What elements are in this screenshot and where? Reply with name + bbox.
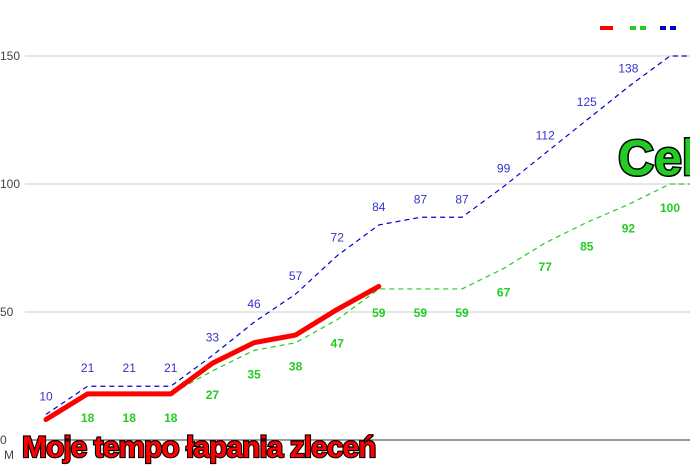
data-label: 87 [414, 192, 428, 206]
series-lines [43, 55, 690, 423]
goal-annotation: Cel [618, 130, 690, 186]
y-tick-label: 150 [0, 49, 20, 63]
data-label: 27 [206, 388, 220, 402]
data-label: 35 [247, 367, 261, 381]
data-label: 67 [497, 285, 511, 299]
data-label: 10 [39, 389, 53, 403]
data-label: 84 [372, 200, 386, 214]
series-line-2 [45, 55, 690, 415]
data-label: 21 [164, 361, 178, 375]
data-label: 57 [289, 269, 303, 283]
y-tick-label: 50 [0, 305, 14, 319]
data-label: 21 [81, 361, 95, 375]
data-label: 99 [497, 162, 511, 176]
gridlines [25, 55, 690, 441]
data-label: 85 [580, 239, 594, 253]
data-label: 138 [618, 62, 638, 76]
data-label: 18 [123, 411, 137, 425]
series-line-1 [45, 183, 690, 421]
data-label: 18 [164, 411, 178, 425]
data-label: 59 [414, 306, 428, 320]
data-label: 125 [577, 95, 597, 109]
y-tick-label: 0 [0, 433, 7, 447]
data-label: 33 [206, 331, 220, 345]
data-label: 59 [372, 306, 386, 320]
data-label: 21 [123, 361, 137, 375]
data-labels: 18 18 18 27 35 38 47 59 59 59 67 77 85 92 100 10 21 21 21 3… [39, 62, 680, 425]
data-label: 38 [289, 360, 303, 374]
y-axis: 0 50 100 150 [0, 49, 20, 447]
data-label: 18 [81, 411, 95, 425]
data-label: 92 [622, 221, 636, 235]
data-label: 100 [660, 201, 680, 215]
data-label: 46 [247, 297, 261, 311]
series-line-0 [43, 283, 382, 423]
data-label: 47 [331, 337, 345, 351]
data-label: 77 [539, 260, 553, 274]
data-label: 112 [536, 128, 555, 142]
chart-title: Moje tempo łapania zleceń [22, 431, 375, 464]
data-label: 59 [455, 306, 469, 320]
truncated-x-label: M [4, 448, 14, 462]
data-label: 87 [455, 192, 469, 206]
y-tick-label: 100 [0, 177, 20, 191]
data-label: 72 [331, 231, 345, 245]
